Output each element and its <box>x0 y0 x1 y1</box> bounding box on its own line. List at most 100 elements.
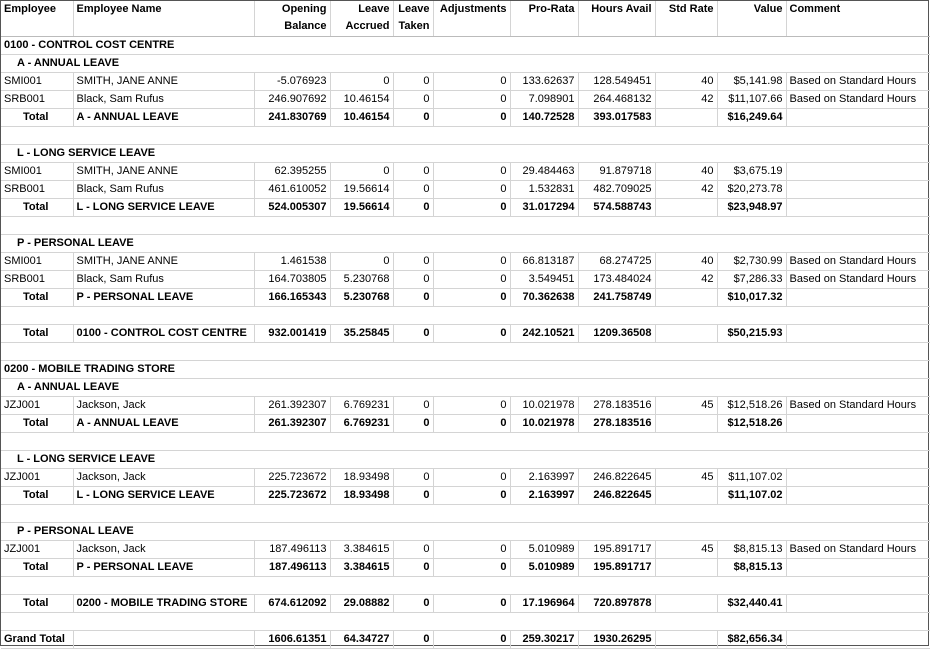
cell-comment[interactable] <box>786 558 930 577</box>
cell-value[interactable]: $32,440.41 <box>717 594 787 613</box>
cell-pro-rata[interactable]: 3.549451 <box>510 270 579 289</box>
cell-employee-name[interactable]: SMITH, JANE ANNE <box>73 252 255 271</box>
cell-leave-taken[interactable]: 0 <box>393 558 434 577</box>
column-header-hours-avail[interactable]: Hours Avail <box>578 1 656 37</box>
cell-employee[interactable]: JZJ001 <box>1 468 74 487</box>
cell-adjustments[interactable]: 0 <box>433 558 511 577</box>
cell-value[interactable]: $12,518.26 <box>717 396 787 415</box>
cell-leave-accrued[interactable]: 10.46154 <box>330 108 394 127</box>
cell-adjustments[interactable]: 0 <box>433 72 511 91</box>
column-header-opening-balance[interactable]: Opening Balance <box>254 1 331 37</box>
cell-opening-balance[interactable]: 62.395255 <box>254 162 331 181</box>
cell-std-rate[interactable] <box>655 486 718 505</box>
cell-value[interactable]: $7,286.33 <box>717 270 787 289</box>
cell-leave-taken[interactable]: 0 <box>393 288 434 307</box>
cell-employee-name[interactable]: 0100 - CONTROL COST CENTRE <box>73 324 255 343</box>
cell-hours-avail[interactable]: 173.484024 <box>578 270 656 289</box>
cell-employee[interactable]: Total <box>1 414 74 433</box>
cell-hours-avail[interactable]: 720.897878 <box>578 594 656 613</box>
cell-leave-accrued[interactable]: 3.384615 <box>330 558 394 577</box>
cell-comment[interactable] <box>786 630 930 649</box>
cell-comment[interactable] <box>786 288 930 307</box>
cell-opening-balance[interactable]: 164.703805 <box>254 270 331 289</box>
cell-std-rate[interactable]: 45 <box>655 396 718 415</box>
cell-leave-accrued[interactable]: 6.769231 <box>330 396 394 415</box>
cell-std-rate[interactable] <box>655 108 718 127</box>
cell-opening-balance[interactable]: -5.076923 <box>254 72 331 91</box>
cell-adjustments[interactable]: 0 <box>433 288 511 307</box>
cell-std-rate[interactable] <box>655 414 718 433</box>
cell-hours-avail[interactable]: 1930.26295 <box>578 630 656 649</box>
cell-employee-name[interactable]: Jackson, Jack <box>73 468 255 487</box>
cell-pro-rata[interactable]: 5.010989 <box>510 540 579 559</box>
cell-pro-rata[interactable]: 259.30217 <box>510 630 579 649</box>
cell-pro-rata[interactable]: 70.362638 <box>510 288 579 307</box>
cell-std-rate[interactable]: 40 <box>655 72 718 91</box>
cell-value[interactable]: $2,730.99 <box>717 252 787 271</box>
cell-value[interactable]: $11,107.66 <box>717 90 787 109</box>
cell-value[interactable]: $11,107.02 <box>717 468 787 487</box>
cell-std-rate[interactable]: 42 <box>655 90 718 109</box>
cell-employee-name[interactable]: SMITH, JANE ANNE <box>73 162 255 181</box>
cell-leave-taken[interactable]: 0 <box>393 270 434 289</box>
cell-leave-taken[interactable]: 0 <box>393 108 434 127</box>
cell-leave-accrued[interactable]: 6.769231 <box>330 414 394 433</box>
cell-pro-rata[interactable]: 133.62637 <box>510 72 579 91</box>
cell-leave-taken[interactable]: 0 <box>393 72 434 91</box>
cell-adjustments[interactable]: 0 <box>433 90 511 109</box>
cell-comment[interactable] <box>786 162 930 181</box>
cell-value[interactable]: $5,141.98 <box>717 72 787 91</box>
cell-pro-rata[interactable]: 1.532831 <box>510 180 579 199</box>
cell-value[interactable]: $82,656.34 <box>717 630 787 649</box>
cell-leave-taken[interactable]: 0 <box>393 198 434 217</box>
cell-hours-avail[interactable]: 241.758749 <box>578 288 656 307</box>
cell-opening-balance[interactable]: 1606.61351 <box>254 630 331 649</box>
cell-leave-taken[interactable]: 0 <box>393 180 434 199</box>
cell-employee[interactable]: Total <box>1 558 74 577</box>
cell-leave-taken[interactable]: 0 <box>393 468 434 487</box>
cell-leave-taken[interactable]: 0 <box>393 252 434 271</box>
cell-leave-accrued[interactable]: 64.34727 <box>330 630 394 649</box>
column-header-employee-name[interactable]: Employee Name <box>73 1 255 37</box>
cell-hours-avail[interactable]: 278.183516 <box>578 414 656 433</box>
cell-employee-name[interactable]: 0200 - MOBILE TRADING STORE <box>73 594 255 613</box>
cell-employee[interactable]: Total <box>1 198 74 217</box>
cell-hours-avail[interactable]: 278.183516 <box>578 396 656 415</box>
cell-pro-rata[interactable]: 5.010989 <box>510 558 579 577</box>
cell-leave-taken[interactable]: 0 <box>393 90 434 109</box>
cell-employee-name[interactable]: Jackson, Jack <box>73 396 255 415</box>
cell-leave-accrued[interactable]: 29.08882 <box>330 594 394 613</box>
cell-employee[interactable]: SMI001 <box>1 252 74 271</box>
cell-leave-accrued[interactable]: 0 <box>330 162 394 181</box>
cell-hours-avail[interactable]: 574.588743 <box>578 198 656 217</box>
cell-leave-accrued[interactable]: 18.93498 <box>330 468 394 487</box>
cell-comment[interactable]: Based on Standard Hours <box>786 90 930 109</box>
cell-employee[interactable]: JZJ001 <box>1 396 74 415</box>
cell-std-rate[interactable] <box>655 198 718 217</box>
cell-hours-avail[interactable]: 482.709025 <box>578 180 656 199</box>
cell-leave-taken[interactable]: 0 <box>393 414 434 433</box>
cell-leave-taken[interactable]: 0 <box>393 396 434 415</box>
cell-opening-balance[interactable]: 261.392307 <box>254 396 331 415</box>
cell-value[interactable]: $11,107.02 <box>717 486 787 505</box>
cell-employee[interactable]: Total <box>1 486 74 505</box>
cell-leave-accrued[interactable]: 3.384615 <box>330 540 394 559</box>
cell-leave-accrued[interactable]: 5.230768 <box>330 288 394 307</box>
cell-employee-name[interactable]: P - PERSONAL LEAVE <box>73 558 255 577</box>
column-header-std-rate[interactable]: Std Rate <box>655 1 718 37</box>
cell-adjustments[interactable]: 0 <box>433 252 511 271</box>
cell-value[interactable]: $12,518.26 <box>717 414 787 433</box>
cell-employee-name[interactable]: Black, Sam Rufus <box>73 180 255 199</box>
cell-leave-taken[interactable]: 0 <box>393 162 434 181</box>
cell-leave-taken[interactable]: 0 <box>393 486 434 505</box>
cell-value[interactable]: $16,249.64 <box>717 108 787 127</box>
cell-opening-balance[interactable]: 1.461538 <box>254 252 331 271</box>
cell-hours-avail[interactable]: 195.891717 <box>578 540 656 559</box>
cell-leave-accrued[interactable]: 0 <box>330 72 394 91</box>
cell-adjustments[interactable]: 0 <box>433 324 511 343</box>
cell-std-rate[interactable] <box>655 558 718 577</box>
cell-employee[interactable]: SRB001 <box>1 90 74 109</box>
cell-adjustments[interactable]: 0 <box>433 540 511 559</box>
cell-opening-balance[interactable]: 932.001419 <box>254 324 331 343</box>
cell-employee[interactable]: Total <box>1 108 74 127</box>
